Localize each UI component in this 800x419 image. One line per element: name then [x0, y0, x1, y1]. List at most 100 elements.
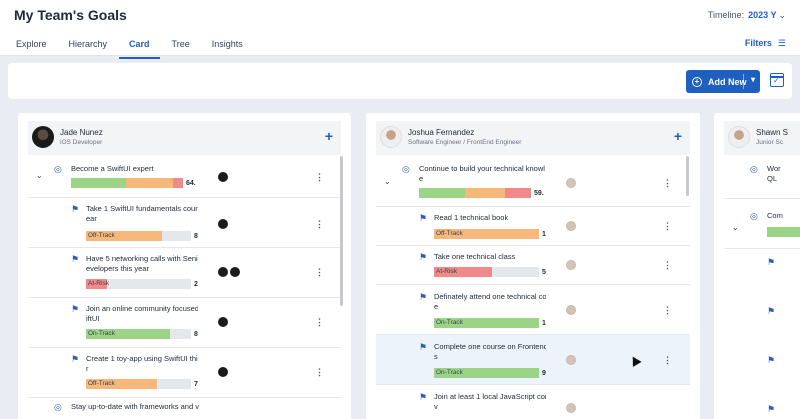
flag-icon: ⚑ — [419, 213, 428, 223]
avatar[interactable] — [728, 126, 750, 148]
owner-avatar[interactable] — [218, 367, 228, 377]
owner-avatar[interactable] — [566, 355, 576, 365]
key-result-percent: 9 — [542, 370, 546, 377]
key-result-row[interactable]: ⚑ Read 1 technical book Off-Track 1 ⋮ — [376, 207, 690, 246]
owner-avatar[interactable] — [218, 219, 228, 229]
member-card-jade-nunez: Jade Nunez iOS Developer + ⌄ ◎ Become a … — [18, 113, 351, 419]
chevron-down-icon[interactable]: ▾ — [750, 75, 755, 84]
tab-card[interactable]: Card — [119, 38, 159, 59]
more-options-icon[interactable]: ⋮ — [663, 260, 672, 270]
goal-row[interactable]: ◎ Wor QL — [724, 155, 800, 199]
flag-icon: ⚑ — [767, 404, 776, 414]
goal-target-icon: ◎ — [750, 164, 758, 174]
page-title: My Team's Goals — [14, 7, 127, 23]
key-result-percent: 2 — [194, 281, 198, 288]
goal-title: Become a SwiftUI expert — [71, 164, 154, 173]
tab-tree[interactable]: Tree — [171, 39, 190, 49]
owner-avatar[interactable] — [566, 178, 576, 188]
more-options-icon[interactable]: ⋮ — [315, 172, 324, 182]
progress-bar: Off-Track — [434, 229, 539, 239]
progress-bar: Off-Track — [86, 379, 191, 389]
status-badge: Off-Track — [88, 380, 115, 387]
flag-icon: ⚑ — [71, 204, 80, 214]
tab-hierarchy[interactable]: Hierarchy — [68, 39, 108, 49]
toolbar: + Add New ▾ — [8, 63, 792, 99]
goal-row[interactable]: ◎ Stay up-to-date with frameworks and v — [28, 398, 341, 419]
key-result-title: Read 1 technical book — [434, 213, 509, 222]
chevron-down-icon[interactable]: ⌄ — [384, 177, 391, 186]
more-options-icon[interactable]: ⋮ — [663, 221, 672, 231]
timeline-selector[interactable]: Timeline: 2023 Y ⌄ — [708, 10, 786, 21]
status-badge: On-Track — [436, 369, 463, 376]
flag-icon: ⚑ — [419, 392, 428, 402]
progress-bar: Off-Track — [86, 231, 191, 241]
add-goal-button[interactable]: + — [324, 128, 333, 144]
flag-icon: ⚑ — [71, 304, 80, 314]
key-result-row[interactable]: ⚑ Complete one course on Frontend s On-Tr… — [376, 335, 690, 385]
more-options-icon[interactable]: ⋮ — [663, 305, 672, 315]
scrollbar[interactable] — [686, 156, 689, 196]
key-result-row[interactable]: ⚑ Have 5 networking calls with Senic evel… — [28, 248, 341, 298]
member-role: Software Engineer / FrontEnd Engineer — [408, 139, 522, 146]
key-result-row[interactable]: ⚑ Take one technical class At-Risk 5 ⋮ — [376, 246, 690, 285]
chevron-down-icon[interactable]: ⌄ — [778, 10, 786, 20]
add-goal-button[interactable]: + — [673, 128, 682, 144]
goal-title: Com — [767, 211, 783, 220]
flag-icon: ⚑ — [71, 254, 80, 264]
more-options-icon[interactable]: ⋮ — [315, 267, 324, 277]
tab-insights[interactable]: Insights — [211, 39, 243, 49]
progress-bar: At-Risk — [434, 267, 539, 277]
flag-icon: ⚑ — [419, 292, 428, 302]
owner-avatar[interactable] — [218, 172, 228, 182]
key-result-title: Join at least 1 local JavaScript con v — [434, 392, 546, 411]
key-result-row[interactable]: ⚑ Take 1 SwiftUI fundamentals cours ear O… — [28, 198, 341, 248]
key-result-row[interactable]: ⚑ Join an online community focused iftUI … — [28, 298, 341, 348]
more-options-icon[interactable]: ⋮ — [663, 178, 672, 188]
key-result-row[interactable]: ⚑ Join at least 1 local JavaScript con v — [376, 385, 690, 419]
add-new-label: Add New — [708, 76, 747, 87]
more-options-icon[interactable]: ⋮ — [315, 317, 324, 327]
chevron-down-icon[interactable]: ⌄ — [36, 171, 43, 180]
goal-title: Wor QL — [767, 164, 781, 183]
member-name[interactable]: Shawn S — [756, 128, 789, 137]
calendar-check-icon[interactable] — [770, 73, 784, 87]
avatar[interactable] — [380, 126, 402, 148]
owner-avatar[interactable] — [566, 260, 576, 270]
key-result-row[interactable]: ⚑ Definately attend one technical co e On… — [376, 285, 690, 335]
owner-avatar[interactable] — [566, 403, 576, 413]
more-options-icon[interactable]: ⋮ — [663, 355, 672, 365]
member-role: iOS Developer — [60, 139, 103, 146]
owner-avatar[interactable] — [218, 317, 228, 327]
member-card-joshua-fernandez: Joshua Fernandez Software Engineer / Fro… — [366, 113, 700, 419]
owner-avatar[interactable] — [566, 221, 576, 231]
key-result-title: Take one technical class — [434, 252, 516, 261]
goal-row[interactable]: ⌄ ◎ Become a SwiftUI expert 64. ⋮ — [28, 155, 341, 198]
goal-percent: 59. — [534, 190, 544, 197]
goal-title: Stay up-to-date with frameworks and v — [71, 402, 199, 411]
key-result-title: Create 1 toy-app using SwiftUI this r — [86, 354, 198, 373]
filters-label: Filters — [744, 38, 772, 48]
goal-row[interactable]: ⌄ ◎ Com — [724, 205, 800, 249]
member-name[interactable]: Joshua Fernandez — [408, 128, 475, 137]
status-badge: At-Risk — [88, 280, 109, 287]
progress-bar: On-Track — [86, 329, 191, 339]
owner-avatar[interactable] — [218, 267, 228, 277]
goal-target-icon: ◎ — [54, 402, 62, 412]
timeline-value[interactable]: 2023 Y — [748, 10, 777, 20]
tab-explore[interactable]: Explore — [16, 39, 47, 49]
key-result-title: Complete one course on Frontend s — [434, 342, 546, 361]
avatar[interactable] — [32, 126, 54, 148]
owner-avatar[interactable] — [230, 267, 240, 277]
owner-avatar[interactable] — [566, 305, 576, 315]
divider — [743, 74, 744, 89]
member-name[interactable]: Jade Nunez — [60, 128, 103, 137]
more-options-icon[interactable]: ⋮ — [315, 367, 324, 377]
goal-row[interactable]: ⌄ ◎ Continue to build your technical kno… — [376, 155, 690, 207]
filters-button[interactable]: Filters ☰ — [745, 38, 786, 49]
status-badge: Off-Track — [436, 230, 463, 237]
add-new-button[interactable]: + Add New ▾ — [686, 70, 760, 93]
chevron-down-icon[interactable]: ⌄ — [732, 223, 739, 232]
key-result-row[interactable]: ⚑ Create 1 toy-app using SwiftUI this r O… — [28, 348, 341, 398]
scrollbar[interactable] — [340, 156, 343, 306]
more-options-icon[interactable]: ⋮ — [315, 219, 324, 229]
